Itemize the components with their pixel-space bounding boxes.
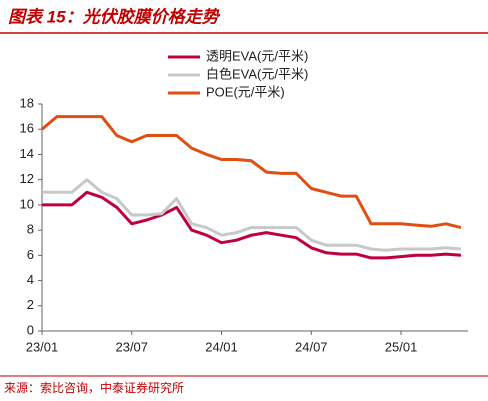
- y-tick-label: 10: [20, 196, 34, 211]
- legend-label: 透明EVA(元/平米): [206, 48, 308, 63]
- x-tick-label: 23/07: [115, 339, 148, 354]
- chart-title: 图表 15：光伏胶膜价格走势: [8, 7, 221, 26]
- source-note: 来源：索比咨询，中泰证券研究所: [4, 380, 184, 395]
- y-tick-label: 14: [20, 146, 34, 161]
- series-line: [41, 115, 462, 230]
- x-tick-label: 23/01: [26, 339, 59, 354]
- y-tick-label: 16: [20, 121, 34, 136]
- y-tick-label: 6: [27, 247, 34, 262]
- y-tick-label: 4: [27, 272, 34, 287]
- y-tick-label: 8: [27, 222, 34, 237]
- y-tick-label: 0: [27, 322, 34, 337]
- series-line: [42, 190, 462, 260]
- y-tick-label: 2: [27, 297, 34, 312]
- x-tick-label: 24/07: [295, 339, 328, 354]
- legend-label: 白色EVA(元/平米): [206, 66, 308, 81]
- x-tick-label: 24/01: [205, 339, 238, 354]
- legend-label: POE(元/平米): [206, 84, 285, 99]
- y-tick-label: 18: [20, 95, 34, 110]
- x-tick-label: 25/01: [385, 339, 418, 354]
- y-tick-label: 12: [20, 171, 34, 186]
- series-line: [42, 178, 462, 252]
